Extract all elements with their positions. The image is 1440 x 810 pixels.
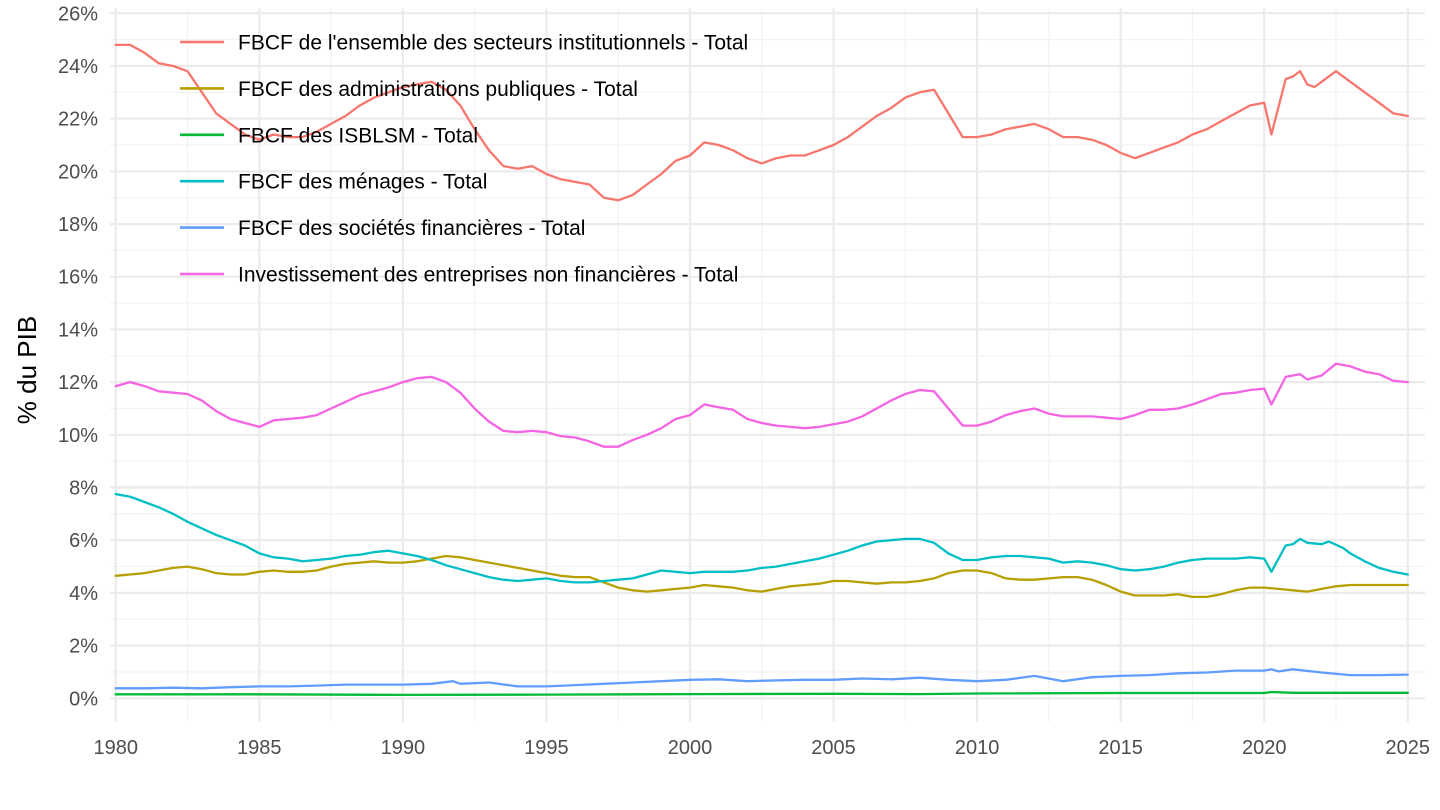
y-tick-label: 22% [58, 109, 98, 131]
y-tick-label: 26% [58, 3, 98, 25]
legend: FBCF de l'ensemble des secteurs institut… [180, 32, 748, 287]
series-line-4 [114, 492, 1409, 584]
grid-major [110, 8, 1425, 722]
x-tick-label: 1980 [93, 737, 138, 759]
series-line-3 [114, 690, 1409, 697]
x-tick-label: 1995 [524, 737, 569, 759]
series-layer [114, 43, 1409, 697]
y-tick-label: 20% [58, 161, 98, 183]
y-tick-label: 14% [58, 319, 98, 341]
y-tick-label: 4% [69, 583, 98, 605]
series-line-1 [114, 43, 1409, 202]
x-tick-label: 2000 [668, 737, 713, 759]
series-line-6 [114, 362, 1409, 448]
legend-label: FBCF des sociétés financières - Total [238, 217, 585, 240]
y-tick-label: 10% [58, 425, 98, 447]
x-tick-label: 1990 [381, 737, 426, 759]
y-tick-label: 8% [69, 478, 98, 500]
x-tick-label: 2005 [811, 737, 856, 759]
x-tick-label: 2020 [1242, 737, 1287, 759]
x-tick-label: 1985 [237, 737, 282, 759]
y-tick-label: 16% [58, 267, 98, 289]
y-tick-label: 24% [58, 56, 98, 78]
y-tick-label: 0% [69, 688, 98, 710]
x-tick-label: 2010 [955, 737, 1000, 759]
series-line-2 [114, 554, 1409, 599]
y-tick-label: 12% [58, 372, 98, 394]
grid-minor [110, 8, 1425, 722]
legend-label: FBCF des ISBLSM - Total [238, 124, 478, 147]
series-line-5 [114, 668, 1409, 690]
y-axis-ticks: 0% 2% 4% 6% 8% 10% 12% 14% 16% 18% 20% 22% 24% 26% [58, 3, 98, 710]
legend-label: FBCF des administrations publiques - Tot… [238, 78, 638, 101]
y-tick-label: 18% [58, 214, 98, 236]
x-tick-label: 2025 [1386, 737, 1431, 759]
legend-label: FBCF de l'ensemble des secteurs institut… [238, 32, 748, 55]
x-axis-ticks: 1980 1985 1990 1995 2000 2005 2010 2015 2020 2025 [93, 737, 1430, 759]
legend-label: Investissement des entreprises non finan… [238, 264, 738, 287]
x-tick-label: 2015 [1098, 737, 1143, 759]
y-tick-label: 2% [69, 636, 98, 658]
legend-label: FBCF des ménages - Total [238, 171, 487, 194]
y-axis-title: % du PIB [12, 316, 42, 424]
y-tick-label: 6% [69, 530, 98, 552]
